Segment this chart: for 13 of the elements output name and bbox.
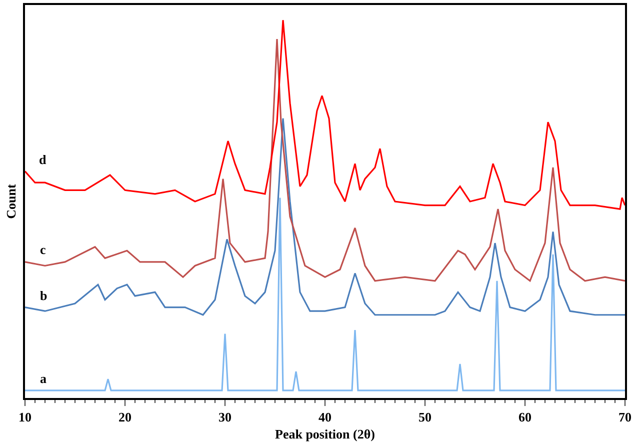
y-axis-title: Count — [4, 183, 19, 219]
x-axis-title: Peak position (2θ) — [275, 426, 375, 442]
x-tick-label: 40 — [318, 409, 332, 424]
x-tick-label: 10 — [18, 409, 32, 424]
x-tick-label: 50 — [418, 409, 432, 424]
x-tick-label: 30 — [218, 409, 232, 424]
x-tick-label: 60 — [518, 409, 532, 424]
series-label: d — [39, 152, 47, 167]
series-label: a — [40, 371, 47, 386]
series-label: b — [40, 288, 48, 303]
x-tick-label: 70 — [618, 409, 632, 424]
series-label: c — [40, 242, 46, 257]
x-tick-label: 20 — [118, 409, 132, 424]
